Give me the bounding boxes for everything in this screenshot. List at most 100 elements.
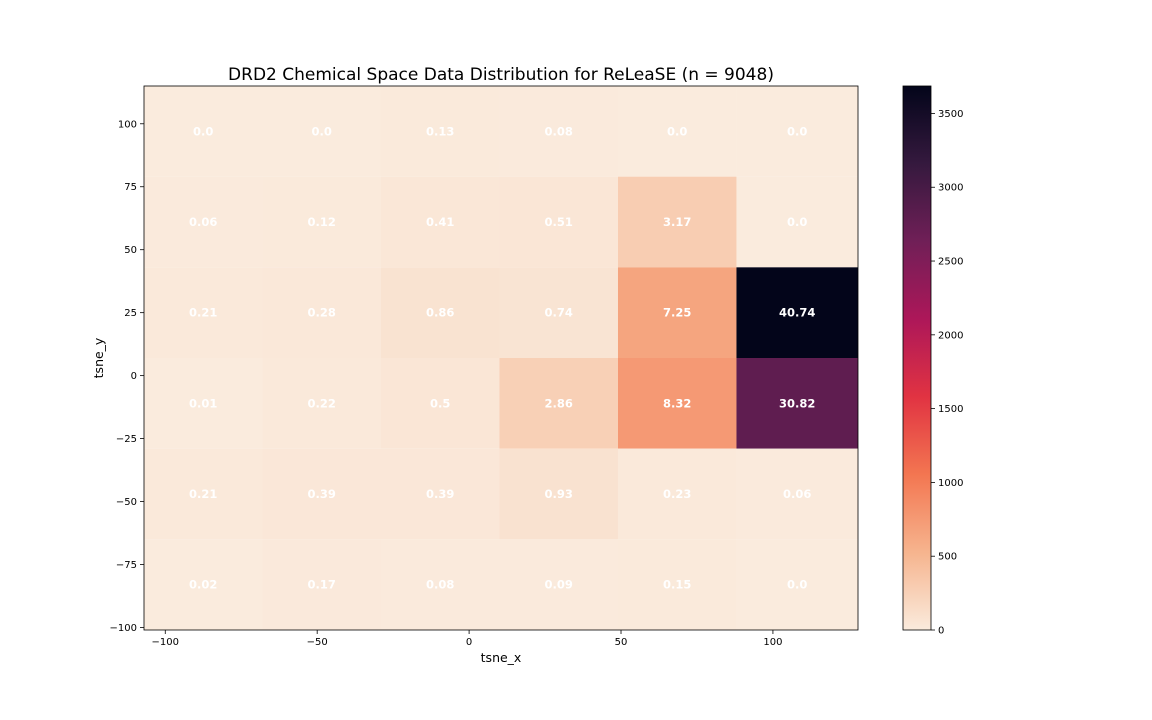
y-axis-label: tsne_y [91, 337, 106, 378]
colorbar-tick-label: 1000 [938, 478, 963, 489]
heatmap-cell [144, 539, 263, 630]
heatmap-cell [499, 86, 618, 177]
cell-label: 0.0 [787, 578, 807, 592]
heatmap-cell [144, 448, 263, 540]
cell-label: 0.51 [545, 215, 573, 229]
x-axis-label: tsne_x [481, 650, 522, 665]
heatmap-cell [262, 267, 381, 358]
heatmap-cell [144, 267, 263, 358]
colorbar-ticks: 0 500 1000 1500 2000 2500 3000 3500 [931, 109, 963, 637]
cell-label: 0.41 [426, 215, 454, 229]
cell-label: 0.0 [787, 215, 807, 229]
cell-label: 3.17 [663, 215, 691, 229]
x-tick-label: 0 [466, 637, 472, 648]
y-tick-label: 50 [124, 245, 137, 256]
cell-label: 0.13 [426, 124, 454, 138]
heatmap-cell [262, 176, 381, 268]
heatmap-cell [380, 448, 500, 540]
heatmap-cell [499, 448, 618, 540]
cell-label: 0.93 [545, 487, 573, 501]
x-tick-label: −50 [307, 637, 328, 648]
cell-label: 40.74 [779, 306, 815, 320]
cell-label: 0.39 [308, 487, 336, 501]
heatmap-cell [736, 448, 858, 540]
heatmap-cell [736, 176, 858, 268]
cell-label: 0.39 [426, 487, 454, 501]
heatmap-cell [144, 176, 263, 268]
cell-label: 0.17 [308, 578, 336, 592]
y-tick-label: −50 [116, 497, 137, 508]
cell-label: 0.0 [312, 124, 332, 138]
cell-label: 0.0 [787, 124, 807, 138]
heatmap-cell [380, 267, 500, 358]
x-axis: −100 −50 0 50 100 [152, 630, 782, 648]
colorbar-tick-label: 500 [938, 552, 957, 563]
colorbar-tick-label: 3500 [938, 109, 963, 120]
colorbar-tick-label: 2500 [938, 257, 963, 268]
heatmap-cell [144, 358, 263, 449]
y-axis: 100 75 50 25 0 −25 −50 −75 −100 [110, 119, 144, 634]
heatmap-cells [144, 86, 858, 630]
cell-label: 0.08 [545, 124, 573, 138]
x-tick-label: 100 [763, 637, 782, 648]
y-tick-label: 100 [118, 119, 137, 130]
cell-label: 0.08 [426, 578, 454, 592]
y-tick-label: −100 [110, 623, 137, 634]
y-tick-label: −75 [116, 560, 137, 571]
heatmap-cell [262, 358, 381, 449]
colorbar-tick-label: 0 [938, 626, 944, 637]
x-tick-label: −100 [152, 637, 179, 648]
y-tick-label: −25 [116, 434, 137, 445]
heatmap-cell [736, 358, 858, 449]
heatmap-cell [736, 86, 858, 177]
cell-label: 0.0 [193, 124, 213, 138]
heatmap-cell [499, 358, 618, 449]
heatmap-cell [617, 86, 737, 177]
cell-label: 0.0 [667, 124, 687, 138]
chart-title: DRD2 Chemical Space Data Distribution fo… [228, 65, 774, 85]
heatmap-cell [617, 539, 737, 630]
colorbar-tick-label: 2000 [938, 330, 963, 341]
cell-label: 0.15 [663, 578, 691, 592]
cell-label: 0.09 [545, 578, 573, 592]
colorbar-gradient [903, 86, 931, 630]
cell-label: 0.02 [189, 578, 217, 592]
cell-label: 0.74 [545, 306, 573, 320]
heatmap-cell-labels: 0.0 0.0 0.13 0.08 0.0 0.0 0.06 0.12 0.41 0.51 3.17… [189, 124, 815, 591]
y-tick-label: 75 [124, 182, 137, 193]
heatmap-cell [499, 539, 618, 630]
colorbar-tick-label: 1500 [938, 404, 963, 415]
heatmap-cell [262, 539, 381, 630]
plot-frame [143, 85, 859, 631]
cell-label: 2.86 [545, 396, 573, 410]
heatmap-cell [380, 176, 500, 268]
cell-label: 0.06 [189, 215, 217, 229]
heatmap-cell [736, 267, 858, 358]
cell-label: 7.25 [663, 306, 691, 320]
cell-label: 0.01 [189, 396, 217, 410]
cell-label: 0.5 [430, 396, 450, 410]
heatmap-cell [617, 176, 737, 268]
cell-label: 0.86 [426, 306, 454, 320]
heatmap-cell [736, 539, 858, 630]
y-tick-label: 0 [131, 371, 137, 382]
cell-label: 8.32 [663, 396, 691, 410]
heatmap-cell [262, 86, 381, 177]
heatmap-cell [380, 539, 500, 630]
heatmap-cell [617, 448, 737, 540]
colorbar-tick-label: 3000 [938, 183, 963, 194]
heatmap-cell [144, 86, 263, 177]
heatmap-cell [499, 176, 618, 268]
colorbar: 0 500 1000 1500 2000 2500 3000 3500 [902, 85, 963, 637]
y-tick-label: 25 [124, 308, 137, 319]
cell-label: 0.21 [189, 306, 217, 320]
cell-label: 0.22 [308, 396, 336, 410]
cell-label: 0.28 [308, 306, 336, 320]
heatmap-cell [262, 448, 381, 540]
heatmap-cell [617, 358, 737, 449]
cell-label: 0.12 [308, 215, 336, 229]
x-tick-label: 50 [615, 637, 628, 648]
colorbar-frame [902, 85, 932, 631]
cell-label: 30.82 [779, 396, 815, 410]
